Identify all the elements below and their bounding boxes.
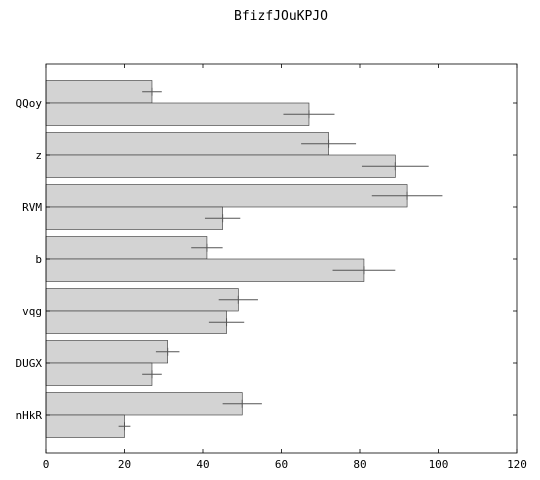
x-tick-label-100: 100	[429, 458, 449, 471]
axes: QQoy z RVM b vqg DUGX nHkR 0 20 40 60 80 100 120	[16, 64, 527, 471]
bar-z-1	[45, 132, 329, 156]
x-tick-label-0: 0	[43, 458, 50, 471]
y-tick-label-z: z	[35, 149, 42, 162]
y-tick-label-nHkR: nHkR	[16, 409, 43, 422]
y-tick-label-DUGX: DUGX	[16, 357, 43, 370]
y-tick-label-RVM: RVM	[22, 201, 42, 214]
y-tick-label-vqg: vqg	[22, 305, 42, 318]
bar-vqg-1	[45, 288, 239, 312]
bars-layer	[45, 80, 443, 438]
bar-z-2	[45, 154, 396, 178]
bar-DUGX-2	[45, 362, 153, 386]
x-tick-label-60: 60	[275, 458, 288, 471]
y-tick-label-b: b	[35, 253, 42, 266]
bar-b-2	[45, 258, 365, 282]
chart-title: BfizfJOuKPJO	[234, 9, 328, 24]
bar-nHkR-1	[45, 392, 243, 416]
bar-DUGX-1	[45, 340, 168, 364]
x-tick-label-40: 40	[196, 458, 209, 471]
bar-RVM-2	[45, 206, 223, 230]
y-tick-label-QQoy: QQoy	[16, 97, 43, 110]
x-tick-label-80: 80	[353, 458, 366, 471]
bar-b-1	[45, 236, 208, 260]
bar-nHkR-2	[45, 414, 125, 438]
bar-vqg-2	[45, 310, 227, 334]
bar-RVM-1	[45, 184, 408, 208]
bar-QQoy-2	[45, 102, 310, 126]
x-tick-label-120: 120	[507, 458, 527, 471]
x-tick-label-20: 20	[118, 458, 131, 471]
bar-QQoy-1	[45, 80, 153, 104]
